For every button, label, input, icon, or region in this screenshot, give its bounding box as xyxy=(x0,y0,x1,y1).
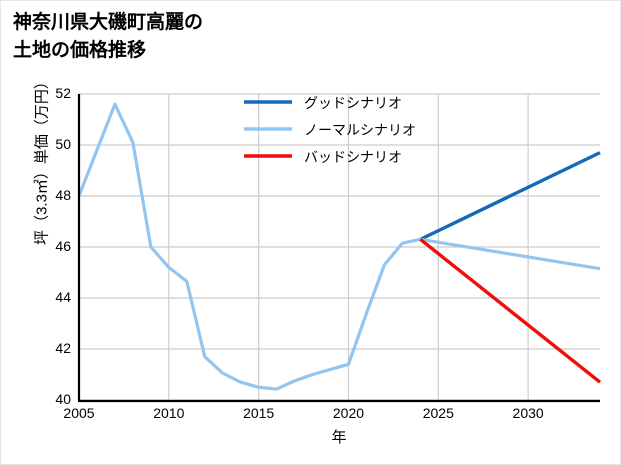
axis-spines xyxy=(77,94,600,403)
legend-label: グッドシナリオ xyxy=(304,95,402,111)
y-tick-label: 40 xyxy=(55,391,71,407)
x-tick-label: 2020 xyxy=(332,405,365,421)
y-tick-label: 48 xyxy=(55,187,71,203)
x-tick-label: 2005 xyxy=(63,405,95,421)
y-tick-label: 46 xyxy=(55,238,71,254)
x-tick-label: 2010 xyxy=(153,405,185,421)
y-tick-label: 52 xyxy=(55,85,71,101)
y-tick-label: 42 xyxy=(55,340,71,356)
legend-label: バッドシナリオ xyxy=(304,149,402,165)
series-line xyxy=(419,238,602,384)
y-tick-label: 44 xyxy=(55,289,71,305)
y-tick-label: 50 xyxy=(55,136,71,152)
x-axis-label: 年 xyxy=(331,429,347,446)
x-tick-label: 2025 xyxy=(422,405,454,421)
chart-title: 神奈川県大磯町高麗の 土地の価格推移 xyxy=(13,12,204,61)
x-tick-label: 2030 xyxy=(512,405,544,421)
series-line xyxy=(419,151,601,241)
legend-swatches xyxy=(244,100,292,158)
series-lines xyxy=(77,102,602,391)
x-tick-label: 2015 xyxy=(243,405,275,421)
legend-label: ノーマルシナリオ xyxy=(304,122,416,138)
series-line xyxy=(77,102,601,391)
